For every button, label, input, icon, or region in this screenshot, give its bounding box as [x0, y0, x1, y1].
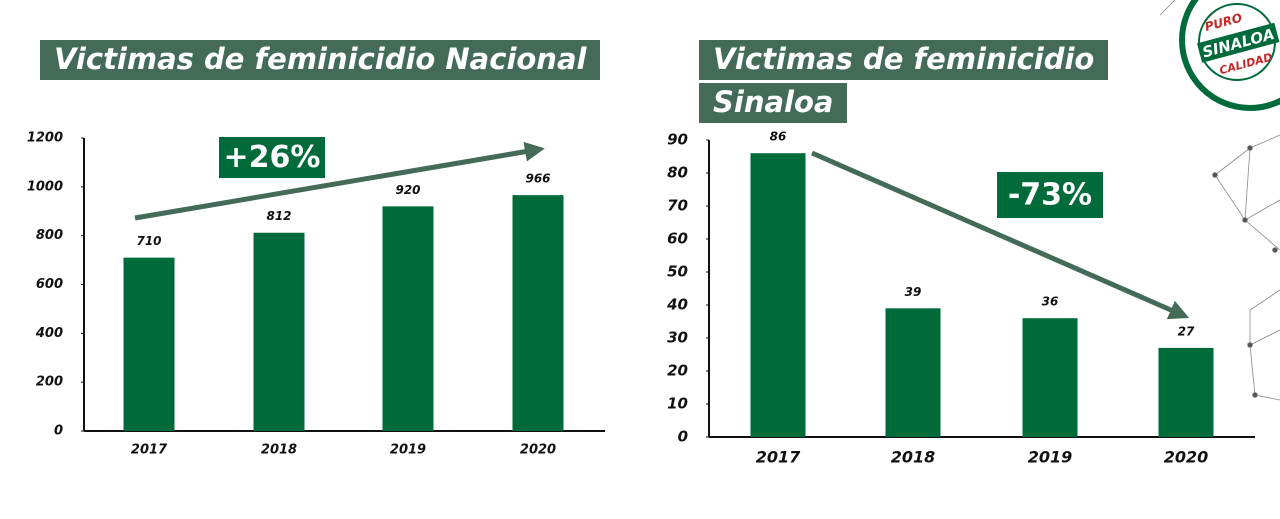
trend-arrow [810, 150, 1190, 320]
chart-title: Victimas de feminicidio Nacional [40, 38, 660, 81]
x-tick-label: 2020 [1164, 448, 1209, 467]
bar [382, 206, 434, 431]
y-tick-label: 90 [667, 131, 688, 149]
annotation: +26% [224, 140, 321, 175]
annotation: -73% [1008, 178, 1092, 213]
bar [750, 153, 806, 437]
annotation-box [219, 137, 325, 178]
annotation-box [997, 172, 1103, 218]
value-label: 710 [136, 234, 161, 248]
value-label: 812 [266, 209, 291, 223]
x-tick-label: 2018 [891, 448, 936, 467]
value-label: 36 [1042, 295, 1059, 309]
y-tick-label: 400 [35, 326, 63, 341]
logo: PURO SINALOA CALIDAD [1179, 0, 1280, 111]
y-tick-label: 800 [36, 228, 63, 243]
y-tick-label: 60 [667, 230, 688, 248]
bar [1158, 347, 1214, 437]
y-tick-label: 1000 [27, 179, 63, 194]
x-tick-label: 2020 [520, 443, 556, 458]
x-tick-label: 2017 [756, 448, 801, 467]
value-label: 27 [1178, 324, 1195, 338]
y-tick-label: 40 [666, 296, 688, 314]
y-tick-label: 70 [667, 197, 688, 215]
y-tick-label: 80 [667, 164, 688, 182]
y-tick-label: 0 [678, 428, 688, 446]
y-tick-label: 30 [667, 329, 688, 347]
x-tick-label: 2018 [261, 443, 297, 458]
x-tick-label: 2019 [390, 443, 426, 458]
y-tick-label: 10 [667, 395, 688, 413]
network-decoration [1159, 0, 1280, 401]
value-label: 39 [905, 285, 922, 299]
y-tick-label: 600 [36, 277, 63, 292]
y-tick-label: 50 [667, 263, 688, 281]
bar [1022, 318, 1078, 437]
bar [253, 232, 305, 431]
value-label: 920 [395, 183, 420, 197]
x-tick-label: 2019 [1028, 448, 1073, 467]
y-tick-label: 1200 [27, 131, 63, 146]
bar [123, 257, 175, 431]
bar [512, 195, 564, 431]
y-tick-label: 200 [36, 375, 63, 390]
y-tick-label: 0 [54, 424, 63, 439]
trend-arrow [134, 141, 545, 221]
y-tick-label: 20 [667, 362, 688, 380]
chart-title: Victimas de feminicidio Sinaloa [699, 38, 1129, 124]
bar [885, 308, 941, 437]
x-tick-label: 2017 [131, 443, 168, 458]
value-label: 966 [525, 172, 550, 186]
value-label: 86 [770, 130, 787, 144]
